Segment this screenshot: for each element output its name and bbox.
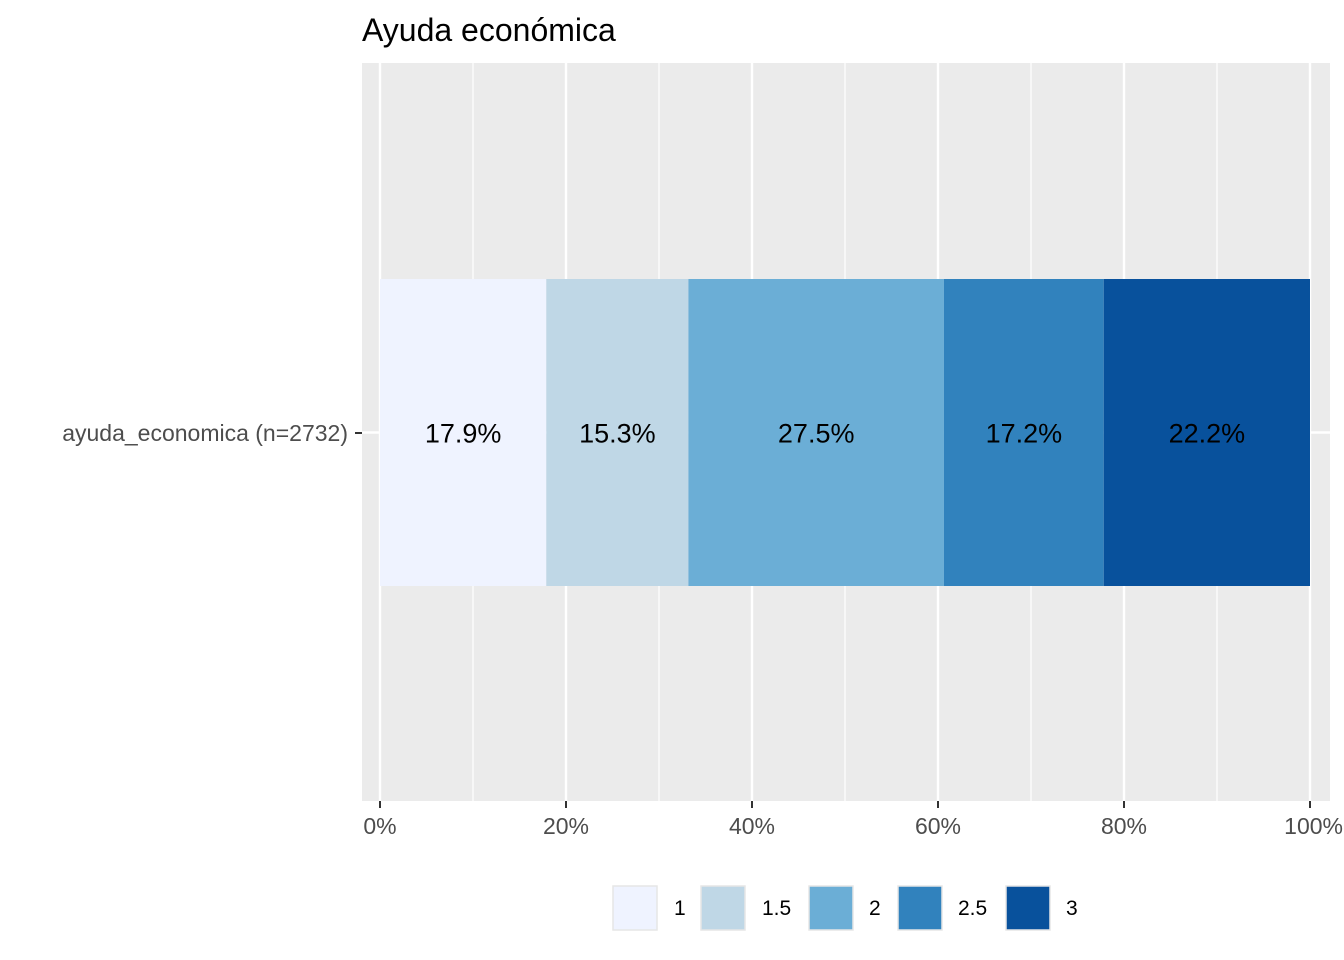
legend-label: 2 [869, 897, 881, 920]
legend-key [700, 885, 746, 931]
x-tick-label: 40% [729, 813, 775, 839]
bar-segment [688, 279, 944, 586]
bar-segment [546, 279, 689, 586]
bar-label: 17.2% [986, 419, 1063, 449]
x-tick-label: 60% [915, 813, 961, 839]
legend-label: 1.5 [762, 897, 791, 920]
bar-segments [380, 279, 1310, 586]
x-tick-label: 80% [1101, 813, 1147, 839]
legend-label: 1 [674, 897, 686, 920]
bar-label: 17.9% [425, 419, 502, 449]
bar-segment [380, 279, 547, 586]
bar-segment [943, 279, 1104, 586]
legend-label: 3 [1066, 897, 1078, 920]
legend-key [1005, 885, 1051, 931]
x-tick-label: 0% [363, 813, 396, 839]
chart-title: Ayuda económica [362, 12, 616, 48]
legend-label: 2.5 [958, 897, 987, 920]
legend-key [612, 885, 658, 931]
legend-key [897, 885, 943, 931]
bar-label: 15.3% [579, 419, 656, 449]
y-axis: ayuda_economica (n=2732) [62, 420, 362, 446]
bar-segment [1103, 279, 1310, 586]
legend-key [808, 885, 854, 931]
x-tick-label: 100% [1284, 813, 1343, 839]
x-axis: 0% 20% 40% 60% 80% 100% [363, 801, 1343, 839]
x-tick-label: 20% [543, 813, 589, 839]
bar-labels: 17.9% 15.3% 27.5% 17.2% 22.2% [425, 419, 1245, 449]
legend: 1 1.5 2 2.5 3 [612, 885, 1078, 931]
y-tick-label: ayuda_economica (n=2732) [62, 420, 348, 446]
bar-label: 22.2% [1169, 419, 1246, 449]
bar-label: 27.5% [778, 419, 855, 449]
